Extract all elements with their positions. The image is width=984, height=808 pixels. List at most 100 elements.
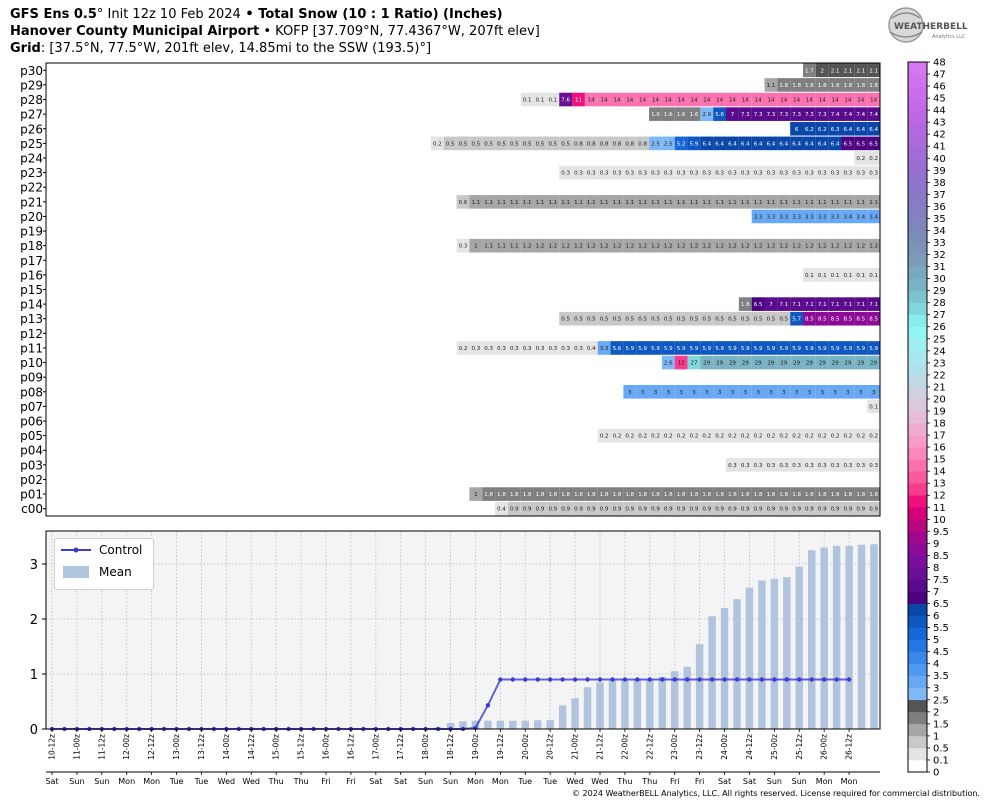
cell-label-p25-55: 6.4 — [741, 141, 750, 147]
colorbar-segment-53 — [908, 122, 927, 135]
cell-p13-51 — [687, 311, 701, 326]
cell-label-p11-57: 5.9 — [767, 346, 776, 352]
member-label-p19: p19 — [20, 225, 43, 239]
cell-p11-65 — [867, 341, 880, 355]
cell-p03-65 — [867, 458, 880, 472]
cell-label-p01-53: 1.8 — [715, 492, 724, 498]
cell-label-p28-65: 14 — [870, 98, 877, 104]
colorbar-label-9: 4 — [933, 659, 939, 670]
cell-p28-42 — [572, 92, 585, 107]
cell-label-p13-55: 0.5 — [741, 317, 750, 323]
xtick-label-4: 12-12z — [147, 734, 156, 760]
colorbar-segment-41 — [908, 266, 927, 279]
xtick-label-25: 23-00z — [670, 734, 679, 760]
cell-label-p21-37: 1.1 — [510, 200, 519, 206]
mean-bar-60 — [795, 566, 804, 729]
cell-p01-60 — [803, 487, 816, 501]
mean-bar-34 — [471, 720, 480, 729]
cell-label-c00-36: 0.4 — [497, 507, 506, 513]
cell-label-p25-33: 0.5 — [459, 141, 468, 147]
colorbar-label-56: 45 — [933, 94, 946, 105]
mean-bar-33 — [459, 721, 467, 729]
cell-label-p11-38: 0.3 — [523, 346, 532, 352]
control-point-40 — [547, 677, 553, 682]
cell-label-p28-51: 14 — [690, 98, 697, 104]
cell-label-p26-61: 6.2 — [818, 127, 827, 133]
cell-p21-46 — [623, 195, 637, 209]
cell-p03-61 — [815, 458, 829, 472]
colorbar-segment-30 — [908, 398, 927, 412]
cell-label-p29-59: 1.8 — [792, 83, 801, 89]
colorbar-label-18: 8.5 — [933, 551, 949, 562]
cell-p18-44 — [597, 238, 611, 253]
cell-p18-47 — [636, 238, 650, 253]
cell-p11-61 — [815, 341, 829, 355]
cell-p14-60 — [803, 297, 816, 311]
cell-p27-53 — [713, 107, 727, 121]
control-point-45 — [610, 677, 615, 682]
cell-label-p01-58: 1.8 — [779, 492, 788, 498]
cell-p08-55 — [738, 384, 752, 399]
colorbar-segment-17 — [908, 555, 927, 568]
cell-label-p05-52: 0.2 — [702, 434, 711, 440]
cell-p27-65 — [867, 107, 880, 121]
cell-c00-53 — [713, 501, 727, 516]
cell-p30-62 — [828, 63, 842, 78]
colorbar-label-7: 3 — [933, 683, 939, 694]
cell-p18-33 — [456, 238, 470, 253]
colorbar-label-12: 5.5 — [933, 623, 949, 634]
cell-label-p28-41: 7.6 — [561, 98, 570, 104]
cell-label-p10-56: 29 — [755, 361, 762, 367]
cell-p25-53 — [713, 136, 727, 151]
colorbar-label-27: 16 — [933, 443, 946, 454]
cell-label-p05-51: 0.2 — [690, 434, 699, 440]
xtick-label-31: 26-00z — [820, 734, 829, 760]
colorbar-label-4: 1.5 — [933, 719, 949, 730]
cell-p29-60 — [803, 78, 816, 92]
cell-p20-61 — [815, 209, 829, 224]
cell-label-p01-59: 1.8 — [792, 492, 801, 498]
colorbar-segment-18 — [908, 543, 927, 556]
control-point-39 — [535, 677, 540, 682]
cell-p05-58 — [777, 428, 791, 443]
cell-p21-57 — [764, 195, 778, 209]
cell-label-p23-64: 0.3 — [856, 171, 865, 177]
cell-label-p01-61: 1.8 — [818, 492, 827, 498]
cell-p07-65 — [867, 399, 880, 414]
cell-label-p25-36: 0.5 — [497, 141, 506, 147]
cell-p27-64 — [854, 107, 868, 121]
cell-label-p28-43: 14 — [588, 98, 595, 104]
cell-p23-59 — [790, 165, 804, 180]
cell-label-p14-64: 7.1 — [856, 302, 865, 308]
cell-label-p25-43: 0.8 — [587, 141, 596, 147]
cell-label-p13-63: 8.5 — [844, 317, 853, 323]
cell-label-p23-51: 0.3 — [690, 171, 699, 177]
cell-label-c00-37: 0.9 — [510, 507, 519, 513]
cell-p10-54 — [726, 355, 739, 370]
cell-label-p01-38: 1.8 — [523, 492, 532, 498]
cell-p25-33 — [456, 136, 470, 151]
colorbar-label-13: 6 — [933, 611, 939, 622]
cell-p01-53 — [713, 487, 727, 501]
cell-p11-46 — [623, 341, 637, 355]
cell-label-p11-59: 5.9 — [792, 346, 801, 352]
cell-p28-48 — [649, 92, 662, 107]
cell-p10-51 — [687, 355, 701, 370]
control-point-50 — [672, 677, 677, 682]
cell-label-p10-64: 29 — [857, 361, 864, 367]
day-label-4: Mon — [143, 777, 160, 786]
cell-p25-58 — [777, 136, 791, 151]
cell-label-p25-41: 0.5 — [561, 141, 570, 147]
cell-p01-39 — [533, 487, 547, 501]
cell-p14-65 — [867, 297, 880, 311]
cell-label-p13-53: 0.5 — [715, 317, 724, 323]
cell-p18-34 — [469, 238, 483, 253]
mean-bar-37 — [509, 720, 517, 729]
cell-label-p25-40: 0.5 — [548, 141, 557, 147]
cell-p18-54 — [726, 238, 739, 253]
cell-label-p26-65: 6.4 — [869, 127, 878, 133]
cell-p01-56 — [751, 487, 765, 501]
day-label-19: Tue — [517, 777, 532, 786]
cell-label-p23-49: 0.3 — [664, 171, 673, 177]
cell-label-p10-54: 29 — [729, 361, 736, 367]
